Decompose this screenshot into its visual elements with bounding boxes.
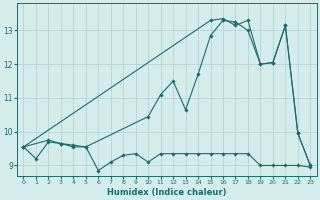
- X-axis label: Humidex (Indice chaleur): Humidex (Indice chaleur): [107, 188, 227, 197]
